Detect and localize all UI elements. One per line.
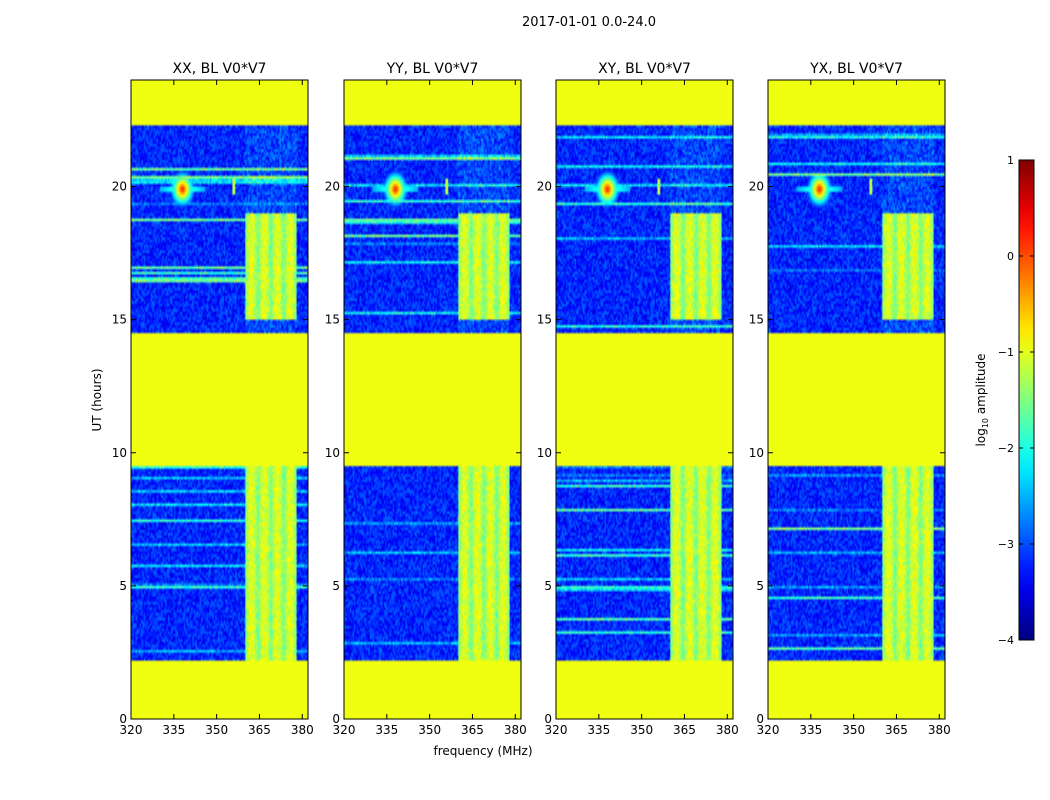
x-tick-label: 320: [120, 723, 143, 737]
colorbar-label-suffix: amplitude: [974, 354, 988, 418]
panel-title: YY, BL V0*V7: [386, 61, 479, 77]
y-tick-label: 5: [332, 579, 340, 593]
x-tick-label: 350: [842, 723, 865, 737]
y-tick-label: 10: [325, 446, 340, 460]
y-tick-label: 15: [112, 313, 127, 327]
heatmap-image: [768, 80, 945, 719]
plot-frame: [767, 79, 946, 720]
x-tick-label: 380: [928, 723, 951, 737]
x-tick-label: 335: [375, 723, 398, 737]
colorbar-label: log10 amplitude: [974, 354, 990, 447]
x-tick-label: 335: [587, 723, 610, 737]
colorbar-tick-label: 0: [1007, 250, 1014, 263]
y-tick-label: 0: [544, 712, 552, 726]
heatmap-image: [344, 80, 521, 719]
panel-yx: YX, BL V0*V7 320 335 350 365 380 0 5 10 15 20: [749, 61, 951, 737]
y-tick-label: 20: [112, 180, 127, 194]
x-tick-label: 350: [418, 723, 441, 737]
plot-frame: [555, 79, 734, 720]
x-tick-label: 365: [461, 723, 484, 737]
y-axis-label: UT (hours): [90, 368, 104, 431]
x-tick-label: 365: [885, 723, 908, 737]
x-tick-label: 320: [545, 723, 568, 737]
y-tick-label: 5: [119, 579, 127, 593]
y-tick-label: 15: [749, 313, 764, 327]
x-tick-label: 380: [504, 723, 527, 737]
heatmap-image: [131, 80, 308, 719]
colorbar: 1 0 −1 −2 −3 −4: [998, 154, 1035, 647]
y-tick-label: 10: [749, 446, 764, 460]
colorbar-tick-label: −4: [998, 634, 1014, 647]
x-axis-label: frequency (MHz): [433, 744, 532, 758]
y-tick-label: 20: [537, 180, 552, 194]
plot-frame: [343, 79, 522, 720]
colorbar-tick-label: −3: [998, 538, 1014, 551]
y-tick-label: 0: [756, 712, 764, 726]
panel-xx: XX, BL V0*V7 320 335 350 365 380 0 5 10 15 20: [112, 61, 314, 737]
panel-title: XY, BL V0*V7: [598, 61, 691, 77]
colorbar-tick-label: −2: [998, 442, 1014, 455]
colorbar-tick-label: 1: [1007, 154, 1014, 167]
heatmap-image: [556, 80, 733, 719]
x-tick-label: 350: [630, 723, 653, 737]
panel-title: YX, BL V0*V7: [809, 61, 903, 77]
x-tick-label: 335: [799, 723, 822, 737]
x-tick-label: 380: [716, 723, 739, 737]
colorbar-label-prefix: log: [974, 428, 988, 446]
y-tick-label: 20: [749, 180, 764, 194]
x-tick-label: 320: [333, 723, 356, 737]
panel-yy: YY, BL V0*V7 320 335 350 365 380 0 5 10 15 20: [325, 61, 527, 737]
x-tick-label: 335: [162, 723, 185, 737]
colorbar-tick-label: −1: [998, 346, 1014, 359]
x-tick-label: 380: [291, 723, 314, 737]
y-tick-label: 0: [119, 712, 127, 726]
y-tick-label: 5: [756, 579, 764, 593]
y-tick-label: 5: [544, 579, 552, 593]
colorbar-frame: [1018, 159, 1035, 641]
y-tick-label: 20: [325, 180, 340, 194]
suptitle: 2017-01-01 0.0-24.0: [522, 15, 656, 30]
y-tick-label: 15: [325, 313, 340, 327]
x-tick-label: 365: [248, 723, 271, 737]
plot-frame: [130, 79, 309, 720]
x-tick-label: 350: [205, 723, 228, 737]
y-tick-label: 10: [112, 446, 127, 460]
x-tick-label: 320: [757, 723, 780, 737]
colorbar-gradient: [1019, 160, 1034, 640]
panel-title: XX, BL V0*V7: [173, 61, 267, 77]
y-tick-label: 0: [332, 712, 340, 726]
panel-xy: XY, BL V0*V7 320 335 350 365 380 0 5 10 15 20: [537, 61, 739, 737]
y-tick-label: 15: [537, 313, 552, 327]
x-tick-label: 365: [673, 723, 696, 737]
colorbar-label-sub: 10: [981, 418, 990, 428]
y-tick-label: 10: [537, 446, 552, 460]
